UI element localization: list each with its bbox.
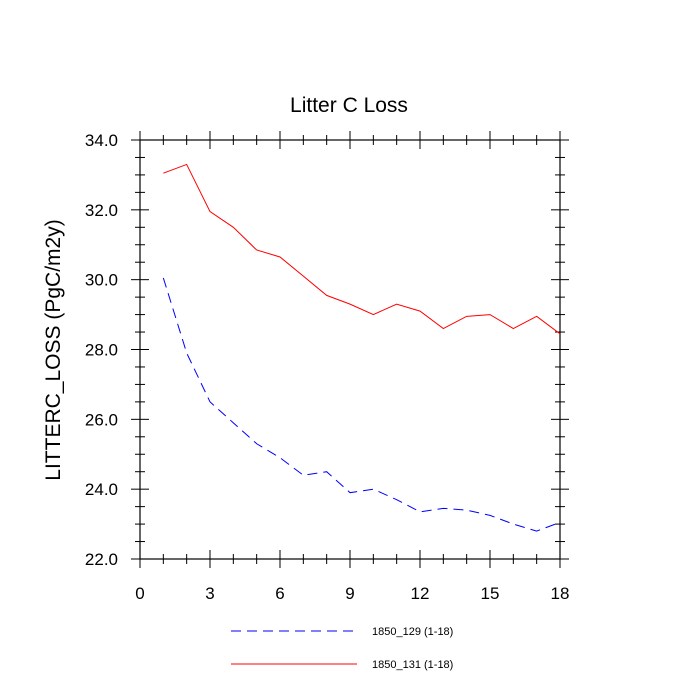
x-tick-label: 9: [345, 584, 354, 603]
y-tick-label: 32.0: [85, 201, 118, 220]
legend-label-2: 1850_131 (1-18): [372, 659, 453, 671]
y-tick-label: 22.0: [85, 550, 118, 569]
y-axis-label: LITTERC_LOSS (PgC/m2y): [42, 219, 65, 480]
x-tick-label: 3: [205, 584, 214, 603]
plot-area: 0 3 6 9 12 15 18 22.0 24.0 26.0 28.0 30.0 32.0 34.0: [85, 131, 570, 603]
x-tick-label: 6: [275, 584, 284, 603]
y-tick-label: 34.0: [85, 131, 118, 150]
x-tick-label: 18: [551, 584, 570, 603]
y-tick-label: 30.0: [85, 271, 118, 290]
y-tick-label: 24.0: [85, 480, 118, 499]
series-line-1: [162, 277, 561, 532]
chart-title: Litter C Loss: [290, 94, 408, 117]
x-tick-label: 0: [135, 584, 144, 603]
x-tick-label: 15: [481, 584, 500, 603]
series-line-2: [163, 163, 561, 335]
y-tick-label: 28.0: [85, 341, 118, 360]
legend-label-1: 1850_129 (1-18): [372, 626, 453, 638]
plot-frame: [139, 139, 561, 560]
y-tick-label: 26.0: [85, 410, 118, 429]
legend: 1850_129 (1-18) 1850_131 (1-18): [231, 626, 453, 671]
x-tick-label: 12: [411, 584, 430, 603]
